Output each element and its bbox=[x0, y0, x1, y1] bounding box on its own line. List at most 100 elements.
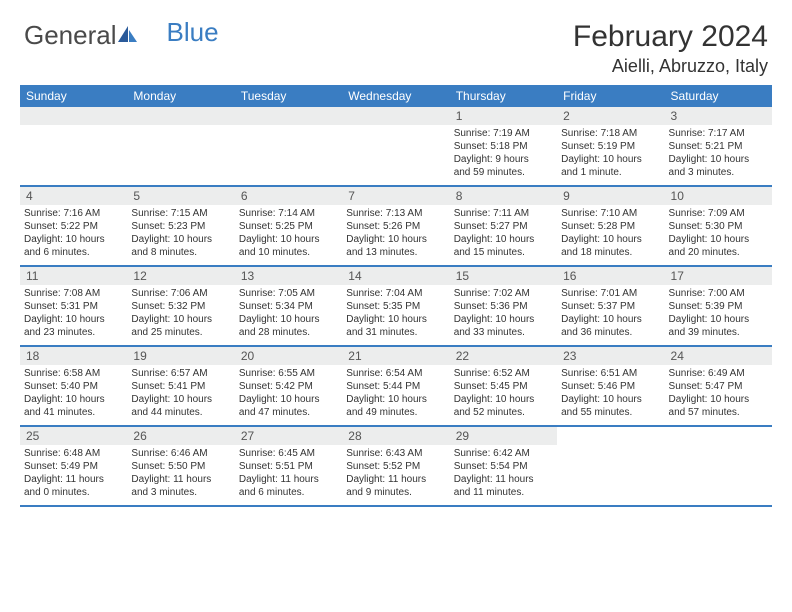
day-number: 2 bbox=[557, 107, 664, 125]
day-daylight2: and 28 minutes. bbox=[239, 326, 338, 339]
day-number: 13 bbox=[235, 267, 342, 285]
day-number bbox=[557, 427, 664, 445]
day-header-wednesday: Wednesday bbox=[342, 85, 449, 107]
day-number: 24 bbox=[665, 347, 772, 365]
day-sunset: Sunset: 5:45 PM bbox=[454, 380, 553, 393]
day-daylight2: and 44 minutes. bbox=[131, 406, 230, 419]
day-sunset: Sunset: 5:28 PM bbox=[561, 220, 660, 233]
day-number: 16 bbox=[557, 267, 664, 285]
day-daylight2: and 1 minute. bbox=[561, 166, 660, 179]
day-sunrise: Sunrise: 7:17 AM bbox=[669, 127, 768, 140]
day-number: 19 bbox=[127, 347, 234, 365]
day-cell-13: 13Sunrise: 7:05 AMSunset: 5:34 PMDayligh… bbox=[235, 267, 342, 345]
day-daylight2: and 6 minutes. bbox=[24, 246, 123, 259]
day-number: 10 bbox=[665, 187, 772, 205]
day-body: Sunrise: 6:55 AMSunset: 5:42 PMDaylight:… bbox=[235, 365, 342, 423]
day-number bbox=[20, 107, 127, 125]
day-daylight1: Daylight: 10 hours bbox=[239, 313, 338, 326]
day-daylight2: and 13 minutes. bbox=[346, 246, 445, 259]
day-daylight1: Daylight: 10 hours bbox=[561, 393, 660, 406]
day-sunrise: Sunrise: 6:51 AM bbox=[561, 367, 660, 380]
day-number: 1 bbox=[450, 107, 557, 125]
day-sunrise: Sunrise: 6:42 AM bbox=[454, 447, 553, 460]
day-daylight1: Daylight: 10 hours bbox=[346, 393, 445, 406]
day-daylight1: Daylight: 10 hours bbox=[131, 313, 230, 326]
day-cell-empty bbox=[342, 107, 449, 185]
logo: General Blue bbox=[24, 20, 219, 51]
day-number: 20 bbox=[235, 347, 342, 365]
day-body: Sunrise: 7:04 AMSunset: 5:35 PMDaylight:… bbox=[342, 285, 449, 343]
day-daylight2: and 15 minutes. bbox=[454, 246, 553, 259]
day-number: 21 bbox=[342, 347, 449, 365]
day-number: 26 bbox=[127, 427, 234, 445]
day-body: Sunrise: 7:13 AMSunset: 5:26 PMDaylight:… bbox=[342, 205, 449, 263]
day-number: 17 bbox=[665, 267, 772, 285]
day-cell-12: 12Sunrise: 7:06 AMSunset: 5:32 PMDayligh… bbox=[127, 267, 234, 345]
day-sunset: Sunset: 5:22 PM bbox=[24, 220, 123, 233]
day-sunrise: Sunrise: 6:49 AM bbox=[669, 367, 768, 380]
day-sunset: Sunset: 5:21 PM bbox=[669, 140, 768, 153]
day-daylight1: Daylight: 10 hours bbox=[669, 313, 768, 326]
day-daylight1: Daylight: 10 hours bbox=[669, 233, 768, 246]
day-body: Sunrise: 7:09 AMSunset: 5:30 PMDaylight:… bbox=[665, 205, 772, 263]
day-sunset: Sunset: 5:42 PM bbox=[239, 380, 338, 393]
day-body: Sunrise: 6:58 AMSunset: 5:40 PMDaylight:… bbox=[20, 365, 127, 423]
day-body: Sunrise: 7:08 AMSunset: 5:31 PMDaylight:… bbox=[20, 285, 127, 343]
day-sunrise: Sunrise: 7:08 AM bbox=[24, 287, 123, 300]
day-number: 28 bbox=[342, 427, 449, 445]
day-number bbox=[127, 107, 234, 125]
day-daylight2: and 8 minutes. bbox=[131, 246, 230, 259]
day-daylight2: and 52 minutes. bbox=[454, 406, 553, 419]
day-sunset: Sunset: 5:46 PM bbox=[561, 380, 660, 393]
day-daylight1: Daylight: 10 hours bbox=[131, 393, 230, 406]
day-daylight1: Daylight: 10 hours bbox=[561, 313, 660, 326]
day-sunrise: Sunrise: 6:45 AM bbox=[239, 447, 338, 460]
day-sunrise: Sunrise: 6:55 AM bbox=[239, 367, 338, 380]
day-daylight1: Daylight: 11 hours bbox=[239, 473, 338, 486]
day-sunset: Sunset: 5:18 PM bbox=[454, 140, 553, 153]
day-sunrise: Sunrise: 7:04 AM bbox=[346, 287, 445, 300]
week-row: 18Sunrise: 6:58 AMSunset: 5:40 PMDayligh… bbox=[20, 347, 772, 427]
day-daylight1: Daylight: 10 hours bbox=[24, 393, 123, 406]
day-daylight1: Daylight: 11 hours bbox=[454, 473, 553, 486]
day-daylight1: Daylight: 10 hours bbox=[346, 313, 445, 326]
day-cell-4: 4Sunrise: 7:16 AMSunset: 5:22 PMDaylight… bbox=[20, 187, 127, 265]
day-body: Sunrise: 7:02 AMSunset: 5:36 PMDaylight:… bbox=[450, 285, 557, 343]
day-daylight1: Daylight: 10 hours bbox=[454, 233, 553, 246]
day-number: 6 bbox=[235, 187, 342, 205]
day-cell-11: 11Sunrise: 7:08 AMSunset: 5:31 PMDayligh… bbox=[20, 267, 127, 345]
day-number: 27 bbox=[235, 427, 342, 445]
day-daylight2: and 59 minutes. bbox=[454, 166, 553, 179]
day-number: 14 bbox=[342, 267, 449, 285]
calendar: SundayMondayTuesdayWednesdayThursdayFrid… bbox=[20, 85, 772, 507]
day-sunrise: Sunrise: 6:52 AM bbox=[454, 367, 553, 380]
day-header-sunday: Sunday bbox=[20, 85, 127, 107]
day-sunset: Sunset: 5:47 PM bbox=[669, 380, 768, 393]
logo-sail-icon bbox=[117, 24, 139, 44]
day-body: Sunrise: 6:49 AMSunset: 5:47 PMDaylight:… bbox=[665, 365, 772, 423]
day-sunset: Sunset: 5:27 PM bbox=[454, 220, 553, 233]
day-number: 11 bbox=[20, 267, 127, 285]
day-sunset: Sunset: 5:35 PM bbox=[346, 300, 445, 313]
day-cell-2: 2Sunrise: 7:18 AMSunset: 5:19 PMDaylight… bbox=[557, 107, 664, 185]
day-daylight1: Daylight: 10 hours bbox=[24, 233, 123, 246]
day-number: 4 bbox=[20, 187, 127, 205]
day-cell-10: 10Sunrise: 7:09 AMSunset: 5:30 PMDayligh… bbox=[665, 187, 772, 265]
day-sunset: Sunset: 5:31 PM bbox=[24, 300, 123, 313]
day-body: Sunrise: 7:17 AMSunset: 5:21 PMDaylight:… bbox=[665, 125, 772, 183]
day-daylight2: and 57 minutes. bbox=[669, 406, 768, 419]
day-body: Sunrise: 6:51 AMSunset: 5:46 PMDaylight:… bbox=[557, 365, 664, 423]
day-number: 12 bbox=[127, 267, 234, 285]
day-header-monday: Monday bbox=[127, 85, 234, 107]
day-sunrise: Sunrise: 7:05 AM bbox=[239, 287, 338, 300]
day-body: Sunrise: 7:14 AMSunset: 5:25 PMDaylight:… bbox=[235, 205, 342, 263]
day-header-saturday: Saturday bbox=[665, 85, 772, 107]
day-daylight1: Daylight: 10 hours bbox=[239, 233, 338, 246]
day-sunset: Sunset: 5:40 PM bbox=[24, 380, 123, 393]
day-sunrise: Sunrise: 6:57 AM bbox=[131, 367, 230, 380]
day-cell-27: 27Sunrise: 6:45 AMSunset: 5:51 PMDayligh… bbox=[235, 427, 342, 505]
day-daylight2: and 25 minutes. bbox=[131, 326, 230, 339]
day-body: Sunrise: 6:57 AMSunset: 5:41 PMDaylight:… bbox=[127, 365, 234, 423]
day-daylight1: Daylight: 11 hours bbox=[346, 473, 445, 486]
day-cell-24: 24Sunrise: 6:49 AMSunset: 5:47 PMDayligh… bbox=[665, 347, 772, 425]
